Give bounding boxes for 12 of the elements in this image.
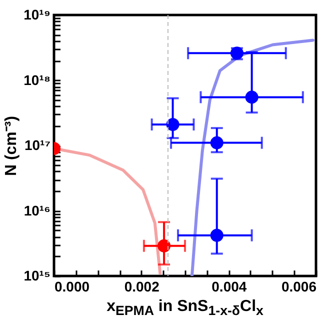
x-tick-label: 0.002 <box>124 278 160 294</box>
y-tick-label: 10¹⁷ <box>24 137 51 153</box>
x-axis-title: x$_{EPMA}$ in SnS$_{1-x-δ}$Cl$_{x}$ <box>106 298 264 318</box>
y-tick-label: 10¹⁶ <box>24 202 50 218</box>
y-tick-label: 10¹⁸ <box>24 72 50 88</box>
y-tick-label: 10¹⁵ <box>24 268 50 284</box>
x-tick-label: 0.004 <box>212 278 247 294</box>
line-series <box>190 38 314 276</box>
x-tick-label: 0.006 <box>281 278 317 294</box>
y-axis-title: N (cm⁻³) <box>2 116 21 176</box>
y-tick-label: 10¹⁹ <box>24 6 50 22</box>
x-tick-label: 0.000 <box>54 278 90 294</box>
